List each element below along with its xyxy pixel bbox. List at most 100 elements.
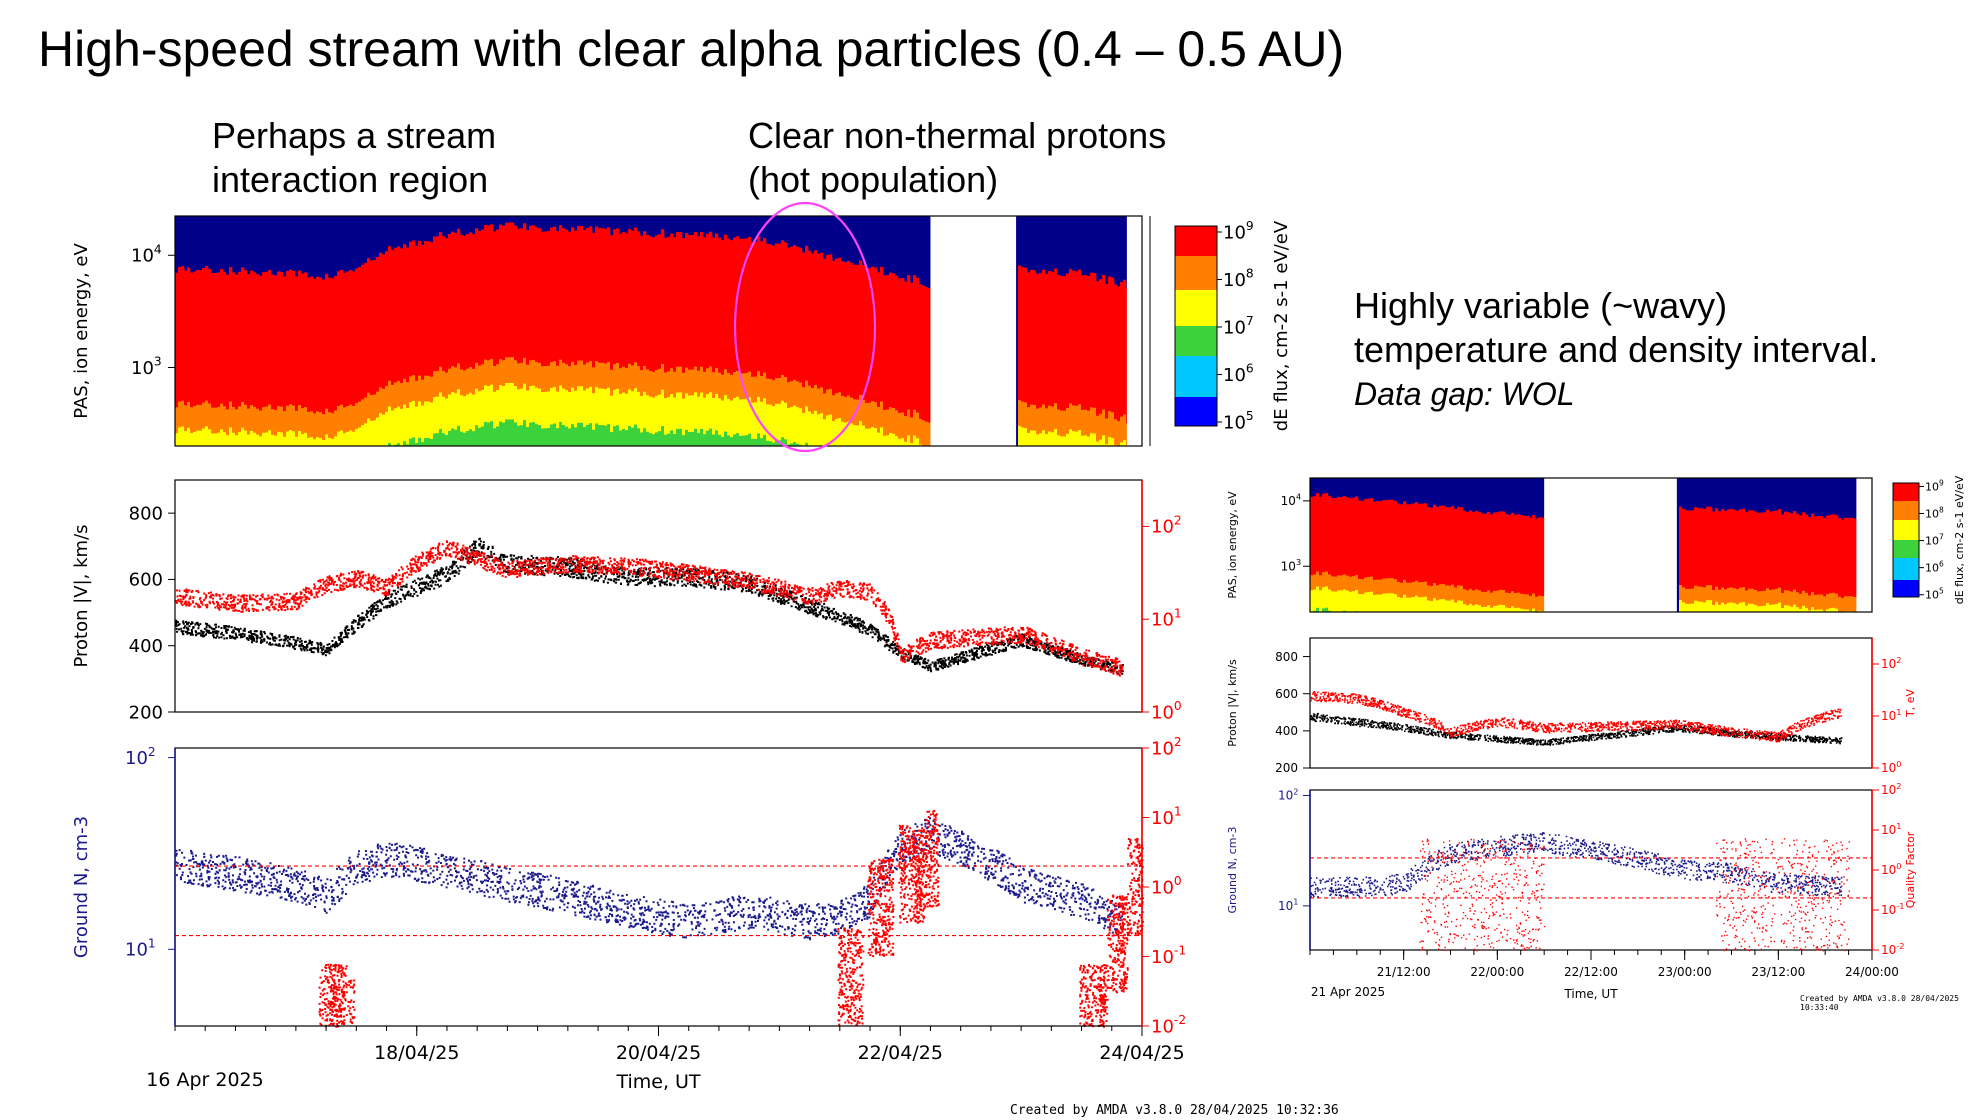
x-tick-label: 23/00:00 <box>1658 965 1712 979</box>
no-data <box>1126 216 1142 446</box>
tick-label: 102 <box>1881 655 1901 671</box>
annotation-line: Highly variable (~wavy) <box>1354 285 1728 326</box>
tick-label: 10-1 <box>1151 944 1186 968</box>
annotation-stream-interaction: Perhaps a stream interaction region <box>212 114 496 202</box>
tick-label: 104 <box>1281 492 1301 508</box>
tick-label: 101 <box>1278 897 1298 913</box>
panel-right-density-quality: 101 102 10-2 10-1 100 101 102 Ground N, cm-3 Qua… <box>1226 781 1917 957</box>
colorbar-tick-label: 108 <box>1223 267 1254 291</box>
annotation-line: temperature and density interval. <box>1354 329 1879 370</box>
tick-label: 100 <box>1151 874 1182 898</box>
annotation-data-gap: Data gap: WOL <box>1354 376 1575 412</box>
y-axis-label: Ground N, cm-3 <box>1226 827 1239 914</box>
tick-label: 400 <box>1275 724 1298 738</box>
x-tick-label: 21/12:00 <box>1377 965 1431 979</box>
x-tick-label: 22/12:00 <box>1564 965 1618 979</box>
amda-credit-left: Created by AMDA v3.8.0 28/04/2025 10:32:… <box>1010 1103 1339 1118</box>
panel-right-velocity-temperature: 200 400 600 800 100 101 102 Proton |V|, km/s T, … <box>1226 637 1917 775</box>
series-red <box>175 540 1124 677</box>
x-tick-label: 24/00:00 <box>1845 965 1899 979</box>
panel-frame <box>1309 789 1873 951</box>
data-gap <box>1544 478 1677 612</box>
tick-label: 10-2 <box>1151 1013 1186 1037</box>
annotation-line: interaction region <box>212 159 489 200</box>
tick-label: 10-2 <box>1881 941 1904 957</box>
data-gap <box>930 216 1017 446</box>
tick-label: 103 <box>1281 557 1301 573</box>
colorbar-tick-label: 109 <box>1925 478 1944 493</box>
y2-axis-label: Quality Factor <box>1904 831 1917 908</box>
tick-label: 200 <box>1275 761 1298 775</box>
y-axis-label: Proton |V|, km/s <box>1226 659 1239 747</box>
colorbar-tick-label: 107 <box>1223 314 1254 338</box>
tick-label: 102 <box>1881 781 1901 797</box>
tick-label: 10-1 <box>1881 901 1904 917</box>
y2-axis-label: T, eV <box>1904 689 1917 718</box>
colorbar-label: dE flux, cm-2 s-1 eV/eV <box>1271 220 1292 431</box>
series-black <box>1310 712 1843 746</box>
annotation-line: (hot population) <box>748 159 999 200</box>
slide-title: High-speed stream with clear alpha parti… <box>38 21 1345 77</box>
series-navy <box>175 817 1124 941</box>
y-axis-label: PAS, ion energy, eV <box>1226 491 1239 599</box>
colorbar-frame <box>1174 225 1218 427</box>
colorbar-tick-label: 107 <box>1925 532 1944 547</box>
no-data <box>1856 478 1872 612</box>
spectrogram-right-energy-spectrogram: 104 103 PAS, ion energy, eV 105 106 107 108 109… <box>1226 475 1966 613</box>
colorbar-tick-label: 106 <box>1925 560 1944 575</box>
hot-population-ellipse <box>733 201 877 453</box>
series-red <box>318 809 1144 1028</box>
x-tick-label: 22/00:00 <box>1470 965 1524 979</box>
series-black <box>175 537 1124 675</box>
x-tick-label: 22/04/25 <box>858 1042 943 1064</box>
panel-left-velocity-temperature: 200 400 600 800 100 101 102 Proton |V|, km/s <box>71 479 1182 723</box>
x-start-label: 16 Apr 2025 <box>146 1069 263 1091</box>
annotation-hot-population: Clear non-thermal protons (hot populatio… <box>748 114 1166 202</box>
tick-label: 100 <box>1881 861 1901 877</box>
panel-frame <box>174 479 1143 713</box>
tick-label: 100 <box>1151 699 1182 723</box>
tick-label: 600 <box>1275 687 1298 701</box>
time-axis-left-density-quality: 18/04/25 20/04/25 22/04/25 24/04/25 16 Apr 2… <box>146 1026 1185 1093</box>
series-navy <box>1310 832 1843 898</box>
tick-label: 200 <box>129 702 163 723</box>
y-axis-label: Ground N, cm-3 <box>71 816 92 958</box>
y-axis-label: PAS, ion energy, eV <box>71 243 92 419</box>
tick-label: 800 <box>129 503 163 524</box>
amda-credit-right: Created by AMDA v3.8.0 28/04/2025 10:33:… <box>1800 994 1959 1012</box>
tick-label: 101 <box>1151 805 1182 829</box>
colorbar-tick-label: 106 <box>1223 362 1254 386</box>
tick-label: 600 <box>129 570 163 591</box>
series-red <box>1310 691 1842 743</box>
colorbar-frame <box>1892 482 1920 598</box>
colorbar-tick-label: 109 <box>1223 219 1254 243</box>
y-axis-label: Proton |V|, km/s <box>71 524 92 667</box>
annotation-line: Perhaps a stream <box>212 115 497 156</box>
x-tick-label: 18/04/25 <box>374 1042 459 1064</box>
tick-label: 102 <box>1278 786 1298 802</box>
panel-frame <box>174 747 1143 1027</box>
tick-label: 104 <box>131 242 162 266</box>
tick-label: 102 <box>125 745 156 769</box>
x-start-label: 21 Apr 2025 <box>1311 985 1385 999</box>
x-axis-label: Time, UT <box>1563 987 1618 1001</box>
x-tick-label: 23/12:00 <box>1751 965 1805 979</box>
colorbar-tick-label: 105 <box>1223 409 1254 433</box>
time-axis-right-density-quality: 21/12:00 22/00:00 22/12:00 23/00:00 23/12:00… <box>1309 950 1899 1001</box>
tick-label: 102 <box>1151 735 1182 759</box>
tick-label: 400 <box>129 636 163 657</box>
annotation-wavy-interval: Highly variable (~wavy) temperature and … <box>1354 284 1878 416</box>
x-tick-label: 20/04/25 <box>616 1042 701 1064</box>
x-axis-label: Time, UT <box>615 1071 700 1093</box>
tick-label: 100 <box>1881 759 1901 775</box>
spectrogram-frame <box>174 215 1143 447</box>
annotation-line: Clear non-thermal protons <box>748 115 1167 156</box>
tick-label: 101 <box>125 937 156 961</box>
tick-label: 101 <box>1881 707 1901 723</box>
x-tick-label: 24/04/25 <box>1099 1042 1184 1064</box>
tick-label: 103 <box>131 355 162 379</box>
colorbar-tick-label: 108 <box>1925 505 1944 520</box>
tick-label: 102 <box>1151 514 1182 538</box>
spectrogram-left-energy-spectrogram: 104 103 PAS, ion energy, eV 105 106 107 108 109… <box>71 215 1292 447</box>
